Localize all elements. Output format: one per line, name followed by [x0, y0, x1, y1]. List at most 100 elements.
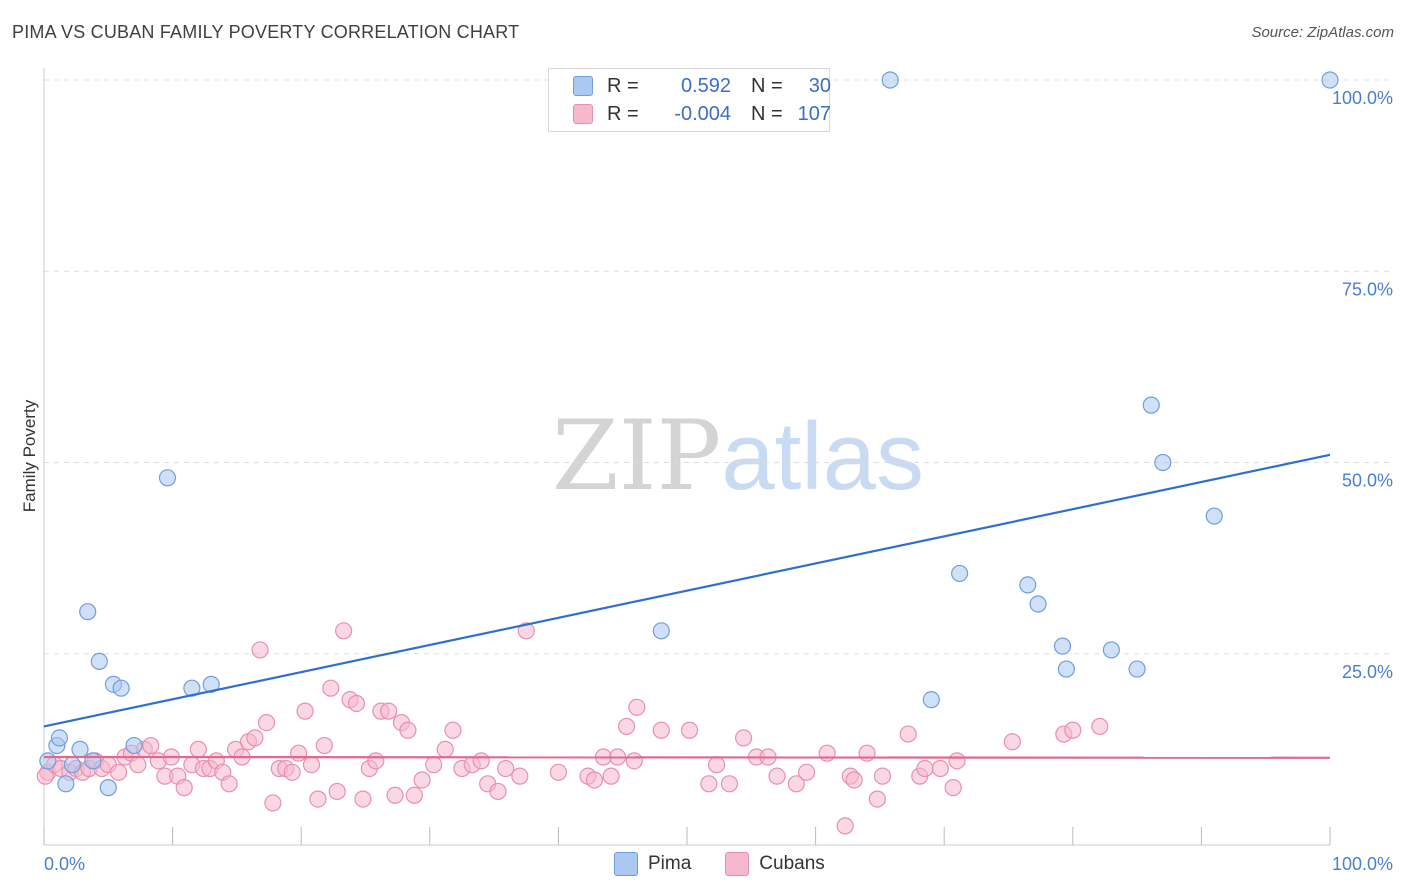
- pima-point: [1102, 641, 1120, 659]
- chart-title: PIMA VS CUBAN FAMILY POVERTY CORRELATION…: [12, 22, 520, 42]
- cubans-point: [380, 702, 398, 720]
- cubans-point: [720, 775, 739, 793]
- cubans-point: [246, 729, 264, 747]
- pima-point: [922, 691, 940, 709]
- series-legend: Pima Cubans: [614, 852, 825, 876]
- cubans-point: [413, 771, 431, 789]
- y-tick-label: 25.0%: [1342, 662, 1393, 682]
- legend-n-value: 30: [808, 74, 831, 97]
- cubans-point: [175, 779, 193, 797]
- pima-point: [951, 564, 969, 583]
- pima-trend-line: [43, 453, 1331, 728]
- cubans-point: [602, 767, 620, 785]
- cubans-point: [283, 763, 301, 781]
- cubans-point: [296, 702, 314, 720]
- cubans-point: [354, 790, 372, 808]
- legend-n-value: 107: [797, 102, 831, 125]
- legend-row-cubans: R = -0.004 N = 107: [573, 100, 831, 128]
- cubans-point: [189, 740, 207, 758]
- cubans-point: [652, 721, 670, 739]
- cubans-point: [873, 767, 892, 785]
- pima-point: [125, 736, 143, 755]
- cubans-point: [335, 622, 353, 640]
- cubans-point: [797, 763, 816, 781]
- tick-labels: 25.0% 50.0% 75.0% 100.0% 0.0% 100.0%: [44, 88, 1393, 874]
- cubans-point: [399, 721, 417, 739]
- cubans-point: [497, 759, 515, 778]
- cubans-point: [347, 694, 366, 713]
- watermark-atlas: atlas: [721, 403, 924, 510]
- cubans-point: [517, 622, 535, 640]
- pima-point: [84, 752, 102, 770]
- watermark: ZIPatlas: [552, 400, 924, 512]
- cubans-point: [818, 744, 836, 762]
- legend-row-pima: R = 0.592 N = 30: [573, 72, 831, 100]
- cubans-point: [931, 759, 949, 778]
- pima-point: [50, 729, 69, 747]
- cubans-point: [251, 641, 269, 659]
- cubans-point: [734, 729, 753, 747]
- cubans-point: [617, 717, 636, 736]
- y-tick-label: 50.0%: [1342, 471, 1393, 491]
- pima-point: [57, 775, 75, 793]
- pima-point: [881, 71, 899, 89]
- cubans-point: [787, 775, 805, 793]
- pima-point: [1019, 576, 1037, 594]
- cubans-point: [1064, 721, 1082, 739]
- cubans-point: [36, 767, 54, 785]
- legend-r-value: -0.004: [674, 102, 731, 125]
- pima-point: [1053, 637, 1072, 655]
- cubans-point: [858, 744, 876, 762]
- pima-point: [99, 779, 117, 797]
- correlation-legend: R = 0.592 N = 30 R = -0.004 N = 107: [548, 68, 831, 132]
- cubans-point: [768, 767, 786, 785]
- cubans-point: [405, 786, 423, 804]
- cubans-point: [367, 752, 385, 770]
- y-tick-label: 100.0%: [1332, 88, 1393, 108]
- pima-point: [158, 469, 177, 487]
- gridlines: [44, 79, 1390, 655]
- y-tick-label: 75.0%: [1342, 279, 1393, 299]
- pima-point: [63, 756, 81, 774]
- legend-n-label: N =: [751, 74, 783, 97]
- cubans-point: [489, 782, 507, 801]
- cubans-point: [1003, 733, 1021, 751]
- cubans-point: [290, 744, 308, 762]
- cubans-point: [315, 736, 333, 755]
- pima-point: [71, 740, 89, 758]
- pima-point: [1029, 595, 1047, 613]
- axes: [43, 68, 1331, 846]
- legend-r-label: R =: [607, 102, 639, 125]
- pima-point: [1057, 660, 1075, 678]
- pima-point: [1142, 396, 1160, 414]
- trend-lines: [43, 453, 1331, 759]
- cubans-legend-swatch: [725, 852, 750, 876]
- cubans-point: [944, 779, 962, 797]
- cubans-point: [549, 763, 568, 781]
- x-tick-label: 0.0%: [44, 854, 85, 874]
- cubans-point: [472, 752, 490, 770]
- legend-r-value: 0.592: [680, 74, 731, 97]
- cubans-point: [845, 771, 863, 789]
- cubans-point: [386, 786, 404, 804]
- cubans-point: [436, 740, 454, 758]
- pima-point: [79, 603, 97, 621]
- cubans-point: [868, 790, 886, 808]
- pima-point: [39, 752, 57, 770]
- pima-legend-label: Pima: [648, 853, 692, 874]
- pima-legend-swatch: [614, 852, 638, 876]
- cubans-point: [302, 756, 321, 774]
- cubans-point: [309, 790, 327, 808]
- legend-n-label: N =: [751, 102, 783, 125]
- cubans-point: [628, 698, 646, 716]
- cubans-point: [109, 763, 128, 781]
- cubans-point: [264, 794, 282, 812]
- cubans-point: [836, 817, 854, 835]
- cubans-point: [680, 721, 699, 739]
- source-label: Source: ZipAtlas.com: [1251, 24, 1394, 41]
- cubans-point: [444, 721, 462, 739]
- cubans-point: [1091, 717, 1109, 736]
- pima-point: [202, 675, 220, 693]
- cubans-point: [707, 756, 726, 774]
- pima-swatch: [573, 76, 593, 96]
